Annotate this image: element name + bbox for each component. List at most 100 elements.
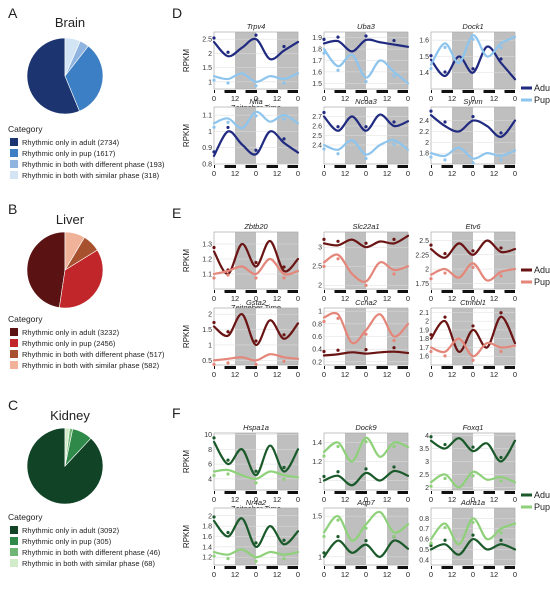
light-bar-segment: [257, 566, 267, 569]
gene-title: Nr4a2: [246, 498, 267, 507]
x-tick-label: 0: [212, 570, 216, 579]
light-bar-segment: [495, 491, 505, 494]
gene-title: Trpv4: [247, 22, 266, 31]
light-bar-segment: [474, 165, 484, 168]
data-point: [443, 120, 447, 124]
data-point: [282, 276, 286, 280]
series-line-pup: [212, 257, 300, 276]
dark-phase-shade: [387, 508, 408, 565]
line-chart-ccna2: Ccna2 0.2 0.4 0.6 0.8 1 0 12 0 12 0: [312, 298, 410, 379]
y-tick-label: 2: [425, 267, 429, 274]
series-line-pup: [212, 110, 300, 130]
light-bar-segment: [495, 90, 505, 93]
light-dark-bar: [214, 566, 298, 569]
y-tick-label: 0.8: [312, 321, 322, 328]
light-bar-segment: [453, 90, 463, 93]
data-point: [471, 37, 475, 41]
x-tick-label: 12: [273, 169, 281, 178]
x-tick-label: 0: [296, 94, 300, 103]
data-point: [212, 78, 216, 82]
light-dark-bar: [324, 491, 408, 494]
series-line-adult: [429, 537, 517, 556]
y-tick-label: 10: [204, 432, 212, 439]
series-line-pup: [212, 353, 300, 362]
y-tick-label: 1.5: [202, 65, 212, 72]
y-tick-label: 2.2: [419, 129, 429, 136]
data-point: [364, 241, 368, 245]
legend-swatch: [10, 559, 18, 567]
y-tick-label: 1.4: [312, 440, 322, 447]
light-bar-segment: [432, 290, 442, 293]
data-point: [499, 479, 503, 483]
light-bar-segment: [346, 366, 356, 369]
data-point: [254, 114, 258, 118]
data-point: [254, 362, 258, 366]
data-point: [429, 277, 433, 281]
y-tick-label: 1.6: [202, 534, 212, 541]
light-dark-bar: [214, 290, 298, 293]
y-tick-label: 1: [318, 309, 322, 316]
y-tick-label: 1.5: [312, 81, 322, 88]
data-point: [336, 470, 340, 474]
data-point: [282, 81, 286, 85]
legend-title: Category: [8, 124, 43, 134]
y-tick-label: 2.25: [415, 252, 429, 259]
data-point: [471, 533, 475, 537]
legend-title: Category: [8, 512, 43, 522]
x-tick-label: 12: [273, 294, 281, 303]
gene-title: Hspa1a: [243, 423, 269, 432]
series-line-pup: [429, 470, 517, 489]
x-tick-label: 12: [341, 570, 349, 579]
y-tick-label: 3: [425, 459, 429, 466]
y-axis-label: RPKM: [182, 450, 191, 473]
data-point: [282, 359, 286, 363]
legend-label: Rhythmic only in pup (2456): [22, 339, 116, 348]
gene-title: Foxq1: [463, 423, 484, 432]
data-point: [471, 445, 475, 449]
light-bar-segment: [495, 165, 505, 168]
light-bar-segment: [367, 366, 377, 369]
gene-title: Aqp7: [356, 498, 375, 507]
x-tick-label: 0: [296, 294, 300, 303]
x-tick-label: 0: [296, 370, 300, 379]
x-tick-label: 12: [341, 94, 349, 103]
light-bar-segment: [474, 366, 484, 369]
y-tick-label: 1: [318, 554, 322, 561]
light-bar-segment: [215, 491, 225, 494]
legend-label: Rhythmic in both with similar phase (68): [22, 559, 155, 568]
data-point: [471, 160, 475, 165]
legend-label: Rhythmic in both with different phase (1…: [22, 160, 165, 169]
data-point: [322, 110, 326, 115]
light-dark-bar: [214, 90, 298, 93]
x-tick-label: 12: [448, 495, 456, 504]
data-point: [322, 551, 326, 555]
light-bar-segment: [257, 366, 267, 369]
legend-label-adult: Adult: [534, 83, 550, 93]
data-point: [226, 472, 230, 476]
data-point: [336, 444, 340, 449]
legend-label-adult: Adult: [534, 490, 550, 500]
data-point: [322, 147, 326, 151]
panel-letter-a: A: [8, 5, 18, 21]
y-tick-label: 1.4: [202, 544, 212, 551]
light-bar-segment: [325, 491, 335, 494]
data-point: [471, 358, 475, 362]
x-tick-label: 0: [322, 570, 326, 579]
light-bar-segment: [367, 165, 377, 168]
data-point: [364, 332, 368, 336]
series-line-pup: [212, 468, 300, 481]
x-tick-label: 12: [490, 94, 498, 103]
light-bar-segment: [495, 366, 505, 369]
legend-swatch: [10, 526, 18, 534]
legend-label: Rhythmic in both with similar phase (318…: [22, 171, 160, 180]
light-bar-segment: [215, 366, 225, 369]
light-bar-segment: [236, 366, 246, 369]
series-line-adult: [212, 517, 300, 548]
x-tick-label: 12: [273, 370, 281, 379]
line-chart-dock9: Dock9 1 1.2 1.4 0 12 0 12 0: [312, 423, 410, 504]
x-tick-label: 0: [322, 294, 326, 303]
data-point: [429, 109, 433, 113]
light-bar-segment: [388, 491, 398, 494]
light-bar-segment: [432, 566, 442, 569]
